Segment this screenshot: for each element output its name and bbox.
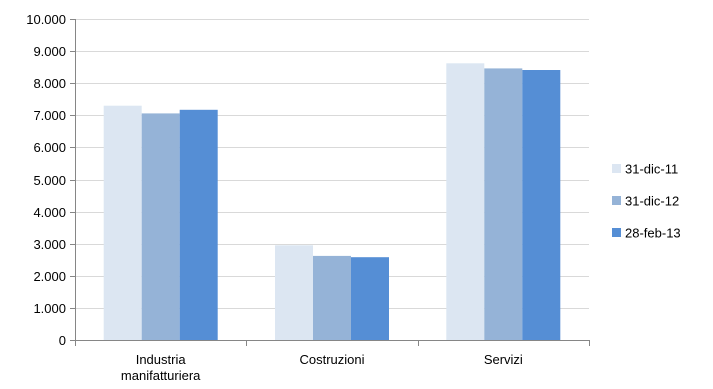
y-tick-label: 5.000 <box>33 173 66 188</box>
legend-label: 31-dic-11 <box>625 162 678 177</box>
y-tick-label: 4.000 <box>33 205 66 220</box>
bar-31-dic-11-2 <box>446 63 485 341</box>
legend-swatch-28-feb-13 <box>612 228 621 237</box>
bar-31-dic-12-0 <box>141 113 180 341</box>
y-tick-label: 6.000 <box>33 140 66 155</box>
legend-swatch-31-dic-11 <box>612 164 621 173</box>
bar-31-dic-11-1 <box>275 245 313 340</box>
legend: 31-dic-11 31-dic-12 28-feb-13 <box>612 162 681 241</box>
y-axis: 0 1.000 2.000 3.000 4.000 5.000 6.000 7.000 8.00… <box>26 12 76 348</box>
y-tick-label: 7.000 <box>33 108 66 123</box>
bar-28-feb-13-0 <box>179 109 218 340</box>
y-tick-label: 8.000 <box>33 76 66 91</box>
y-tick-label: 3.000 <box>33 237 66 252</box>
y-tick-label: 0 <box>59 333 66 348</box>
legend-label: 31-dic-12 <box>625 194 679 209</box>
bar-28-feb-13-2 <box>522 70 561 340</box>
bar-31-dic-11-0 <box>103 105 142 340</box>
y-tick-label: 2.000 <box>33 269 66 284</box>
y-tick-label: 9.000 <box>33 44 66 59</box>
x-tick-label: Costruzioni <box>299 352 364 367</box>
legend-swatch-31-dic-12 <box>612 196 621 205</box>
bars <box>103 63 561 341</box>
y-tick-label: 10.000 <box>26 12 66 27</box>
legend-label: 28-feb-13 <box>625 226 681 241</box>
x-tick-label: Industria <box>136 352 187 367</box>
bar-28-feb-13-1 <box>351 257 389 340</box>
x-tick-label: manifatturiera <box>121 368 201 383</box>
y-tick-label: 1.000 <box>33 301 66 316</box>
x-tick-label: Servizi <box>484 352 523 367</box>
bar-31-dic-12-1 <box>313 255 351 340</box>
bar-31-dic-12-2 <box>484 68 523 341</box>
